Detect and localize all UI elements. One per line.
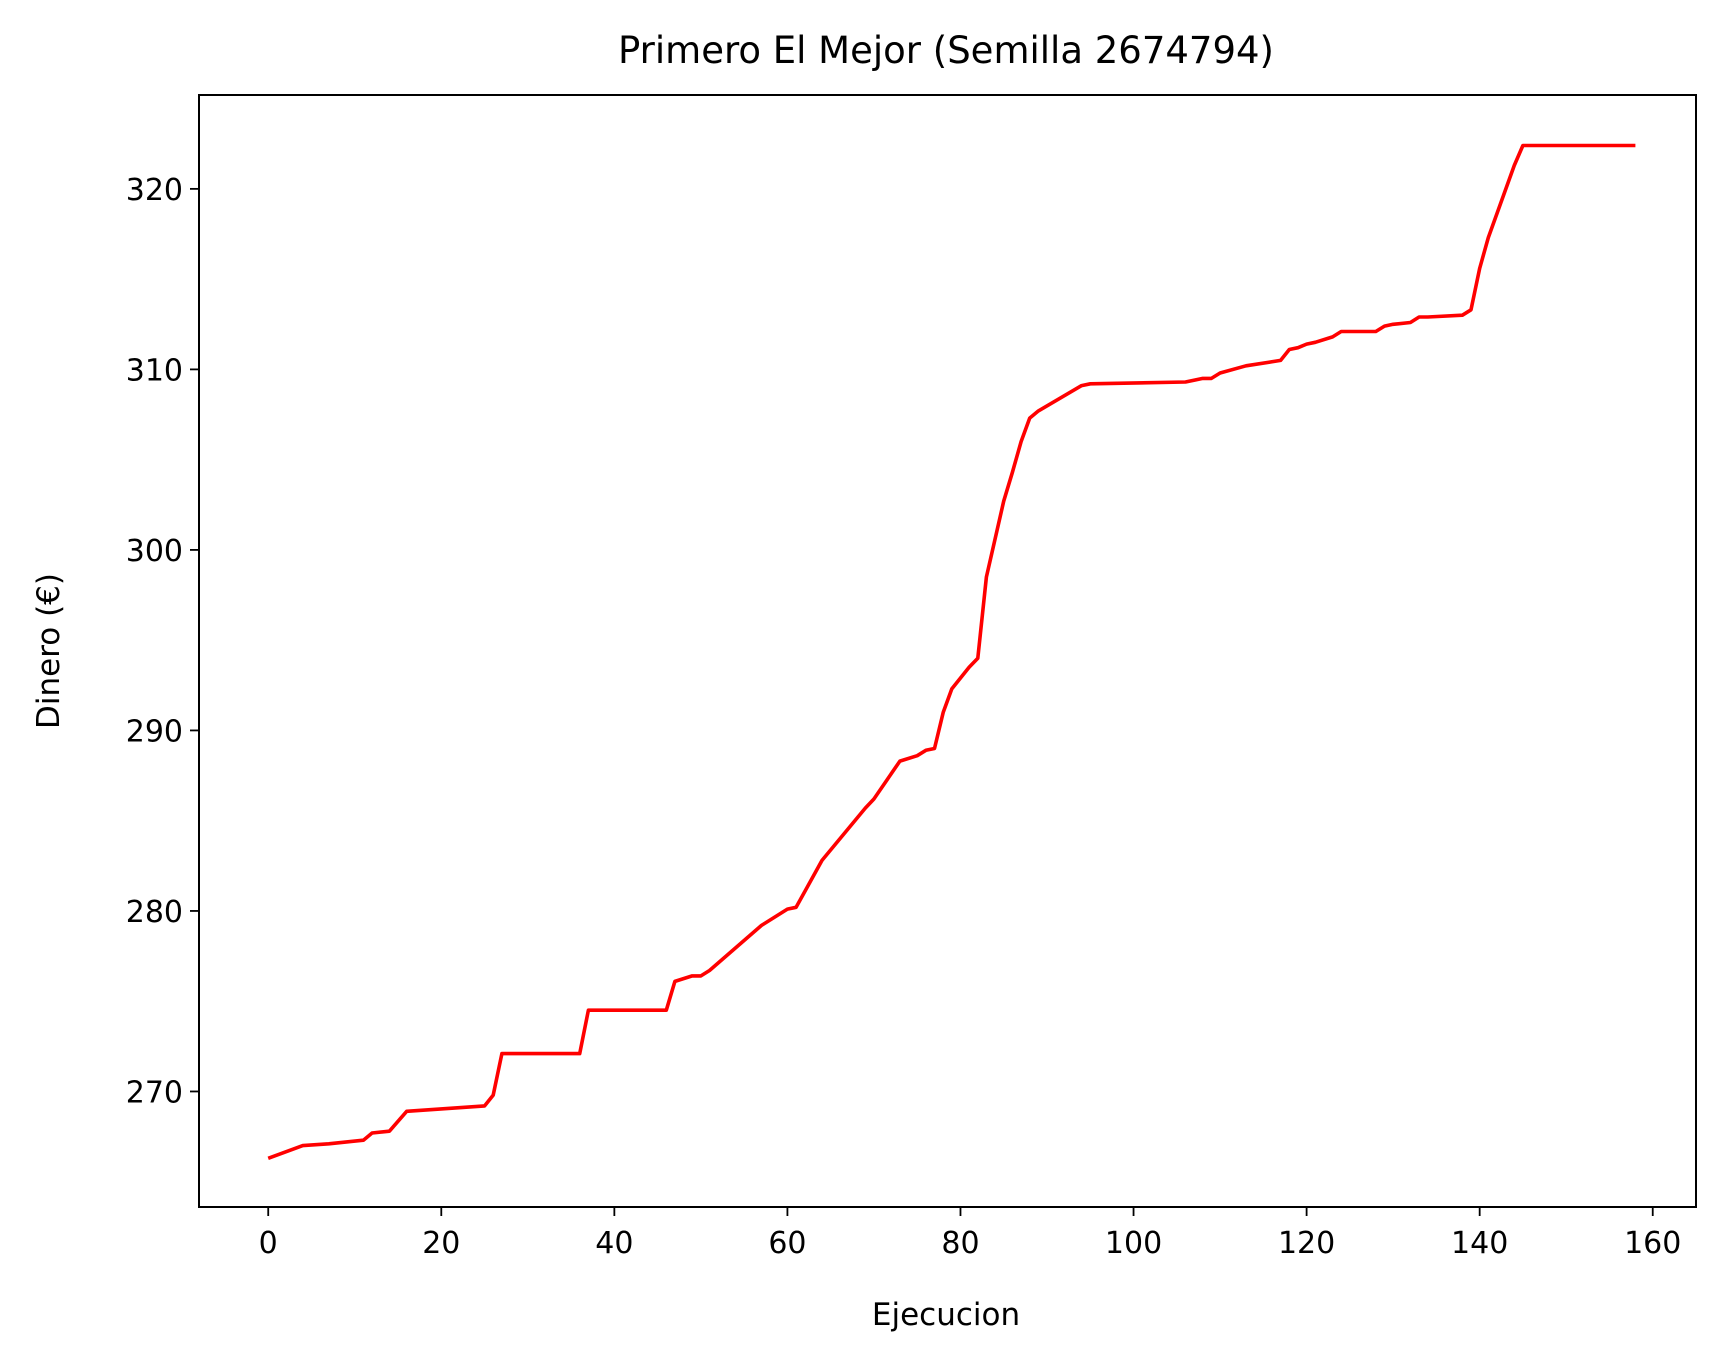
x-tick-label: 160 [1624, 1226, 1681, 1261]
x-tick-label: 100 [1105, 1226, 1162, 1261]
plot-frame [198, 94, 1697, 1208]
series-line-0 [267, 143, 1636, 1160]
x-tick-label: 40 [595, 1226, 633, 1261]
x-axis: 0 20 40 60 80 100 120 140 160 [259, 1207, 1681, 1261]
chart-title: Primero El Mejor (Semilla 2674794) [618, 29, 1274, 72]
x-tick-label: 140 [1451, 1226, 1508, 1261]
y-tick-label: 310 [126, 353, 183, 388]
x-tick-label: 120 [1278, 1226, 1335, 1261]
y-tick-label: 280 [126, 895, 183, 930]
x-tick-label: 0 [259, 1226, 278, 1261]
x-axis-label: Ejecucion [872, 1297, 1020, 1333]
x-tick-label: 60 [768, 1226, 806, 1261]
x-tick-label: 20 [422, 1226, 460, 1261]
y-axis-label: Dinero (€) [31, 573, 67, 729]
x-tick-label: 80 [941, 1226, 979, 1261]
y-axis: 270 280 290 300 310 320 [126, 173, 199, 1110]
y-tick-label: 300 [126, 534, 183, 569]
y-tick-label: 320 [126, 173, 183, 208]
y-tick-label: 270 [126, 1075, 183, 1110]
y-tick-label: 290 [126, 714, 183, 749]
plot-area [267, 143, 1636, 1160]
